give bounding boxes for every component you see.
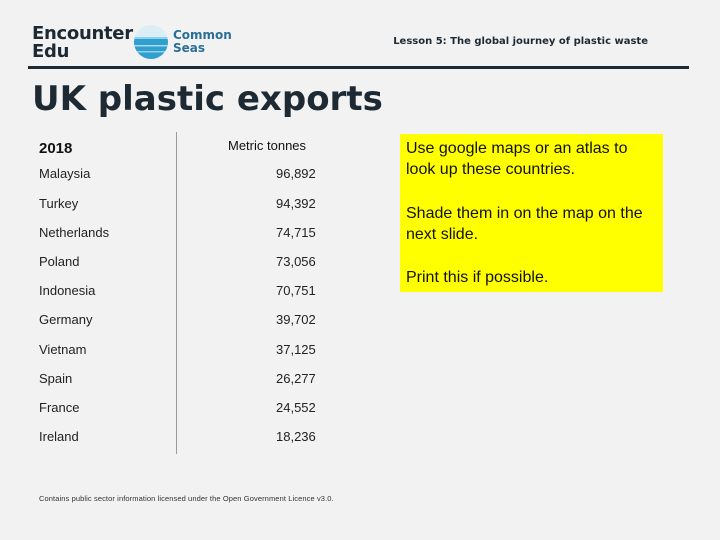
table-row: Malaysia 96,892	[39, 164, 339, 184]
year-header: 2018	[39, 140, 73, 157]
country-cell: Netherlands	[39, 225, 110, 240]
value-cell: 37,125	[276, 342, 316, 357]
table-row: Indonesia 70,751	[39, 281, 339, 301]
instruction-note: Use google maps or an atlas to look up t…	[400, 134, 663, 292]
value-cell: 24,552	[276, 400, 316, 415]
country-cell: Vietnam	[39, 342, 87, 357]
table-row: Spain 26,277	[39, 369, 339, 389]
country-cell: Indonesia	[39, 283, 96, 298]
header-divider	[28, 66, 689, 69]
value-cell: 39,702	[276, 312, 316, 327]
country-cell: Poland	[39, 254, 80, 269]
table-row: Ireland 18,236	[39, 427, 339, 447]
value-cell: 18,236	[276, 429, 316, 444]
common-seas-logo: Common Seas	[133, 24, 233, 64]
country-cell: Ireland	[39, 429, 79, 444]
common-seas-globe-icon	[134, 25, 168, 59]
value-cell: 96,892	[276, 166, 316, 181]
value-cell: 26,277	[276, 371, 316, 386]
value-cell: 70,751	[276, 283, 316, 298]
table-row: Turkey 94,392	[39, 194, 339, 214]
value-cell: 94,392	[276, 196, 316, 211]
country-cell: Malaysia	[39, 166, 91, 181]
encounter-edu-logo: Encounter Edu	[32, 25, 133, 61]
value-cell: 74,715	[276, 225, 316, 240]
value-cell: 73,056	[276, 254, 316, 269]
table-row: Poland 73,056	[39, 252, 339, 272]
country-cell: Germany	[39, 312, 93, 327]
lesson-label: Lesson 5: The global journey of plastic …	[393, 36, 648, 47]
licence-footer: Contains public sector information licen…	[39, 494, 334, 503]
note-paragraph-maps: Use google maps or an atlas to look up t…	[406, 140, 628, 178]
country-cell: Turkey	[39, 196, 79, 211]
logo-seas-text: Seas	[173, 41, 206, 55]
country-cell: Spain	[39, 371, 73, 386]
note-paragraph-print: Print this if possible.	[406, 269, 549, 286]
logo-common-text: Common	[173, 28, 232, 42]
logo-encounter-text: Encounter	[32, 23, 133, 44]
unit-header: Metric tonnes	[228, 138, 307, 153]
page-title: UK plastic exports	[32, 79, 383, 119]
table-row: France 24,552	[39, 398, 339, 418]
table-row: Vietnam 37,125	[39, 340, 339, 360]
table-row: Germany 39,702	[39, 310, 339, 330]
logo-edu-text: Edu	[32, 41, 70, 62]
table-column-divider	[176, 132, 177, 454]
table-row: Netherlands 74,715	[39, 223, 339, 243]
note-paragraph-shade: Shade them in on the map on the next sli…	[406, 205, 643, 243]
country-cell: France	[39, 400, 80, 415]
